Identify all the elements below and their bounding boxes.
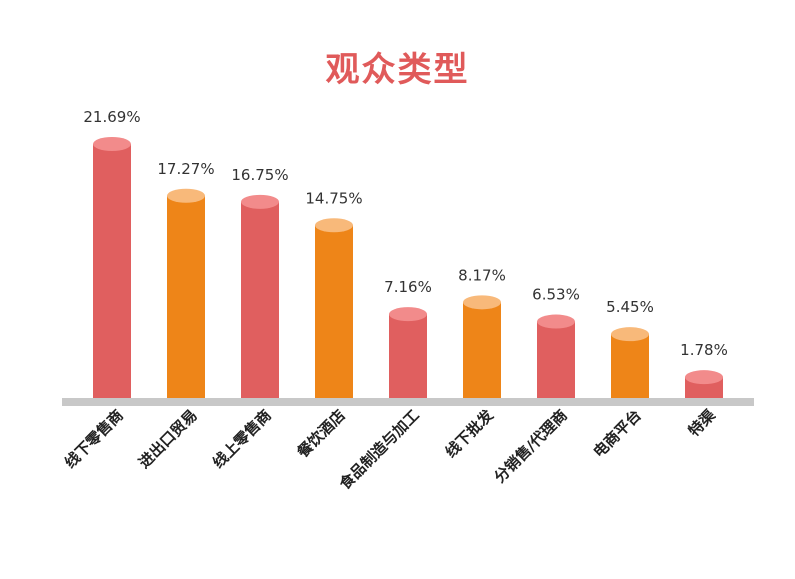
bar-body <box>241 201 279 398</box>
bar-cap <box>463 295 501 310</box>
bar-3 <box>241 194 279 398</box>
chart-title: 观众类型 <box>325 50 470 90</box>
bar-9 <box>685 370 723 398</box>
bar-2 <box>167 188 205 398</box>
data-label: 1.78% <box>680 341 728 359</box>
bar-cap <box>167 188 205 203</box>
bar-7 <box>537 314 575 398</box>
category-label: 线下批发 <box>442 405 498 461</box>
bar-body <box>167 195 205 398</box>
bar-cap <box>315 218 353 233</box>
bar-cap <box>93 137 131 151</box>
data-label: 5.45% <box>606 298 654 316</box>
bar-4 <box>315 218 353 398</box>
bar-body <box>389 314 427 398</box>
bar-body <box>611 334 649 398</box>
category-label: 电商平台 <box>590 406 645 461</box>
bar-cap <box>241 194 279 209</box>
bar-cap <box>685 370 723 385</box>
data-label: 14.75% <box>305 189 362 207</box>
bar-8 <box>611 327 649 398</box>
category-label: 线下零售商 <box>61 406 127 472</box>
data-label: 8.17% <box>458 266 506 284</box>
category-label: 分销售/代理商 <box>491 406 571 486</box>
bar-cap <box>611 327 649 342</box>
bar-1 <box>93 137 131 398</box>
category-label: 餐饮酒店 <box>294 406 349 461</box>
data-label: 7.16% <box>384 278 432 296</box>
data-label: 16.75% <box>231 166 288 184</box>
bar-6 <box>463 295 501 398</box>
data-label: 6.53% <box>532 286 580 304</box>
bar-cap <box>389 307 427 322</box>
data-label: 21.69% <box>83 108 140 126</box>
bar-body <box>537 321 575 398</box>
bar-body <box>93 144 131 398</box>
bar-body <box>315 225 353 398</box>
data-label: 17.27% <box>157 160 214 178</box>
category-label: 线上零售商 <box>209 406 275 472</box>
x-axis-baseline <box>62 398 754 406</box>
bar-body <box>463 302 501 398</box>
bar-5 <box>389 307 427 398</box>
category-label: 特渠 <box>685 406 719 440</box>
category-label: 进出口贸易 <box>135 406 201 472</box>
bar-cap <box>537 314 575 329</box>
category-label: 食品制造与加工 <box>336 406 423 493</box>
